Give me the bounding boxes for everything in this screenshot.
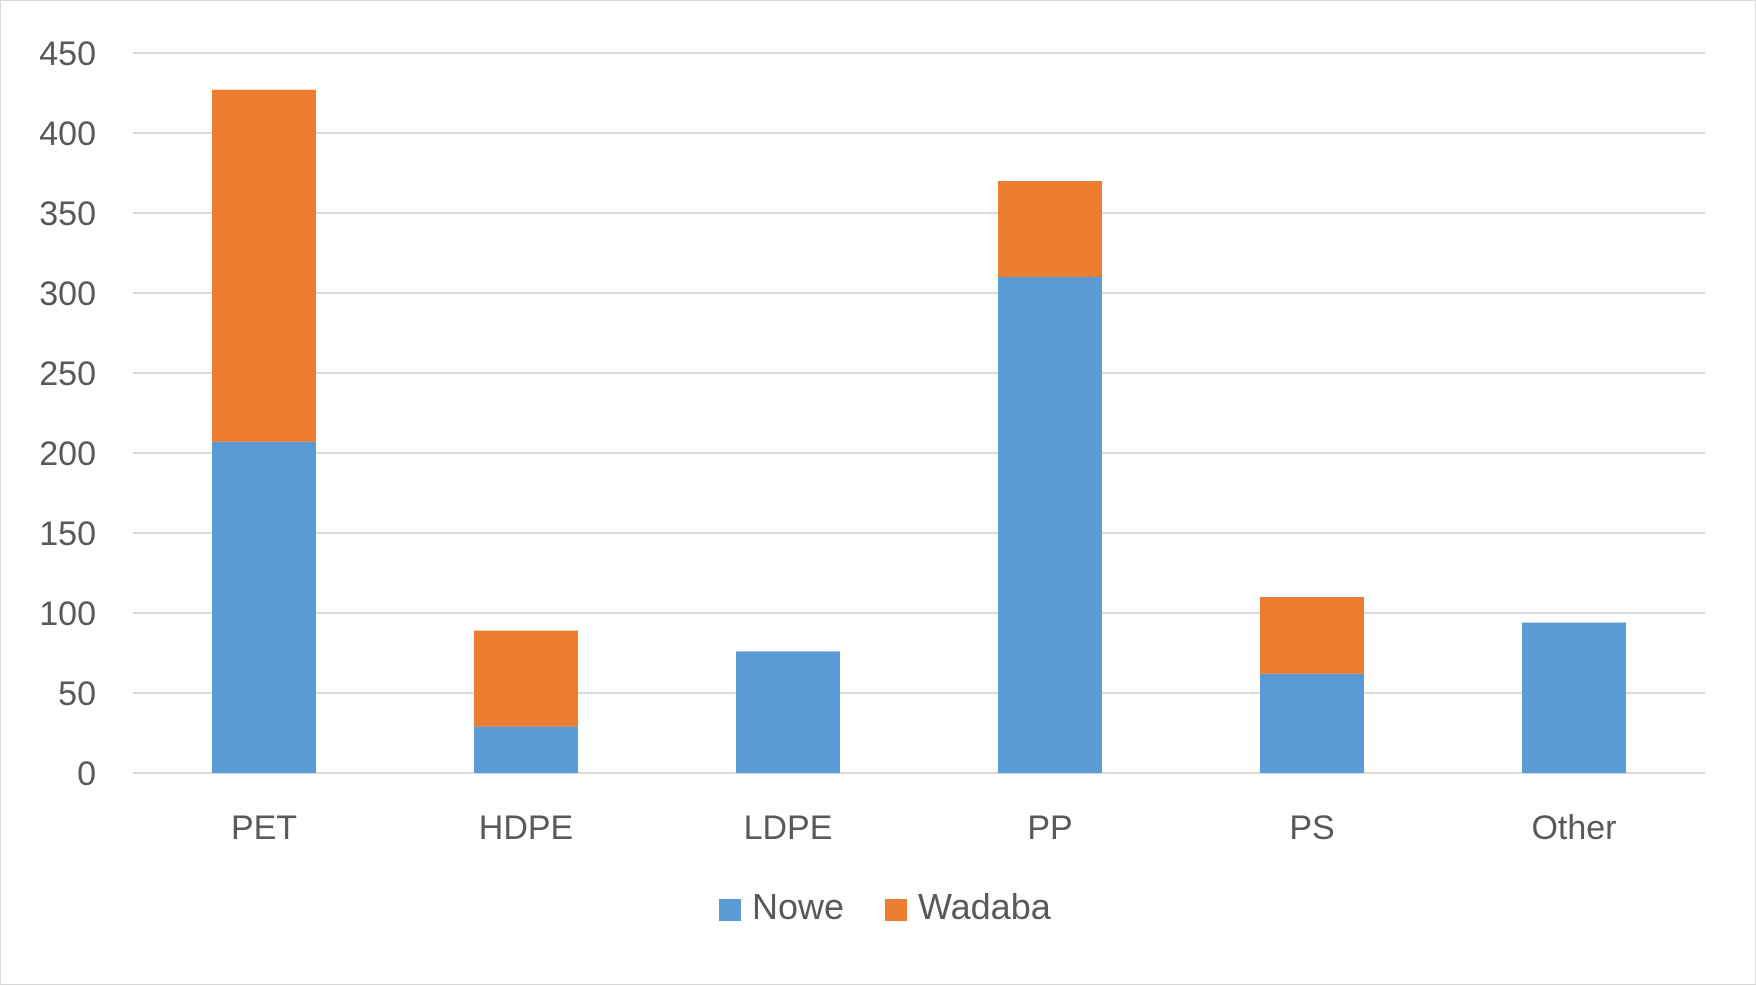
y-tick-label: 150: [39, 515, 96, 553]
legend-label-wadaba: Wadaba: [918, 886, 1052, 927]
bar-segment-wadaba: [474, 630, 578, 727]
bar-segment-nowe: [1522, 622, 1626, 773]
bar-segment-nowe: [474, 726, 578, 773]
bars: [212, 89, 1626, 773]
bar-segment-wadaba: [212, 89, 316, 442]
gridlines: [133, 52, 1705, 774]
y-tick-label: 200: [39, 435, 96, 473]
bar-segment-nowe: [212, 441, 316, 773]
bar-segment-wadaba: [998, 181, 1102, 277]
y-tick-label: 450: [39, 35, 96, 73]
y-tick-label: 250: [39, 355, 96, 393]
legend-swatch-nowe: [719, 899, 741, 921]
x-tick-label: PP: [1027, 809, 1072, 847]
bar-segment-nowe: [1260, 673, 1364, 773]
bar-segment-wadaba: [1260, 597, 1364, 674]
x-axis-ticks: PET HDPE LDPE PP PS Other: [231, 809, 1617, 847]
bar-segment-nowe: [998, 277, 1102, 773]
legend: Nowe Wadaba: [719, 886, 1052, 927]
y-axis-ticks: 0 50 100 150 200 250 300 350 400 450: [39, 35, 96, 793]
x-tick-label: PS: [1289, 809, 1334, 847]
y-tick-label: 400: [39, 115, 96, 153]
x-tick-label: HDPE: [479, 809, 573, 847]
y-tick-label: 100: [39, 595, 96, 633]
x-tick-label: Other: [1531, 809, 1616, 847]
y-tick-label: 300: [39, 275, 96, 313]
y-tick-label: 50: [58, 675, 96, 713]
bar-segment-nowe: [736, 651, 840, 773]
x-tick-label: LDPE: [744, 809, 833, 847]
legend-swatch-wadaba: [885, 899, 907, 921]
y-tick-label: 0: [77, 755, 96, 793]
y-tick-label: 350: [39, 195, 96, 233]
x-tick-label: PET: [231, 809, 297, 847]
legend-label-nowe: Nowe: [752, 886, 844, 927]
